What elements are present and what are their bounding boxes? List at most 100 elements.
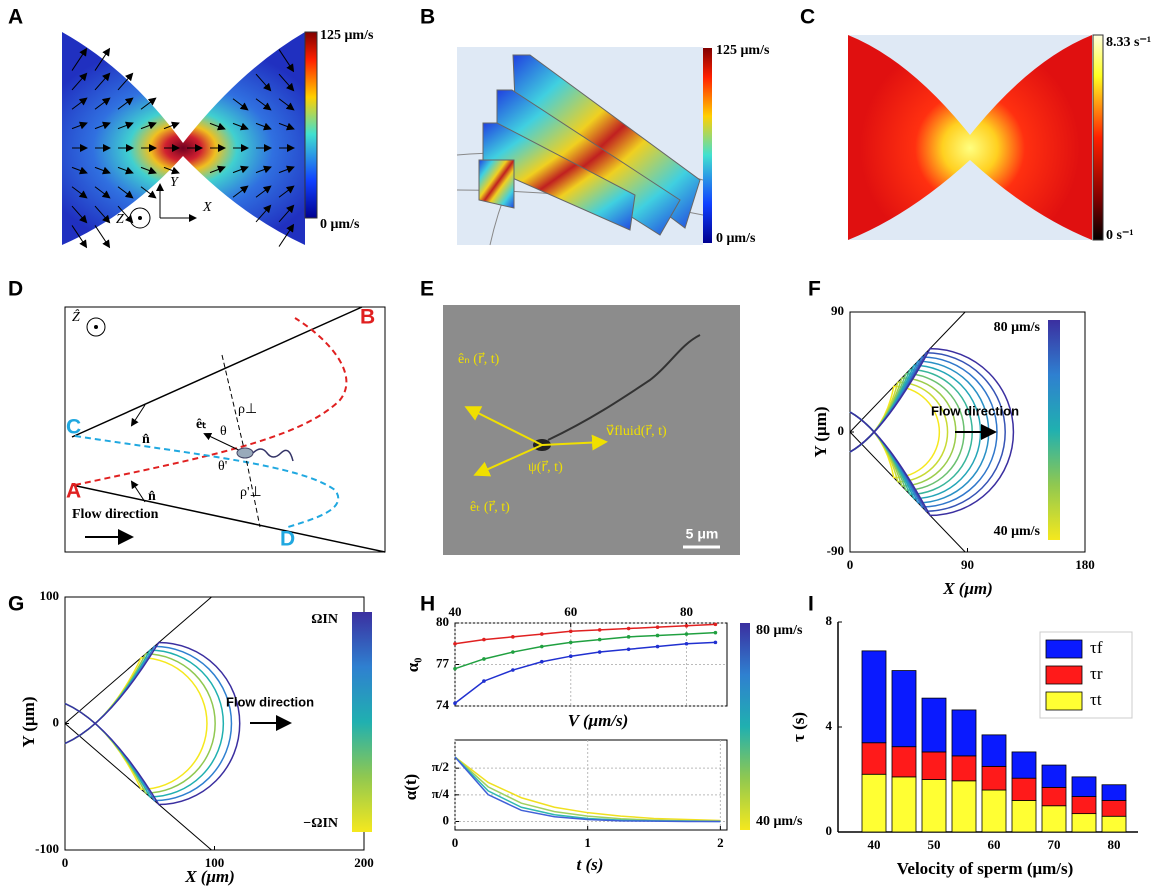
bar-segment [862,774,886,832]
x-tick-label: 2 [717,835,724,850]
point [453,667,457,671]
fluid-label: v⃗fluid(r⃗, t) [606,424,667,439]
panel-e: êₙ (r⃗, t) ψ(r⃗, t) v⃗fluid(r⃗, t) êₜ (r… [443,305,740,555]
y-tick-label: 90 [831,303,844,318]
point [627,635,631,639]
point [685,642,689,646]
colorbar-min: 0 μm/s [320,217,360,232]
bar-segment [1012,752,1036,778]
panel-b: 125 μm/s 0 μm/s [457,43,770,246]
bar-segment [1102,785,1126,801]
legend-swatch [1046,692,1082,710]
point [482,657,486,661]
point [511,650,515,654]
point [598,628,602,632]
panel-label: A [8,6,23,29]
x-tick-label: 180 [1075,557,1095,572]
annotation: Flow direction [931,403,1019,418]
x-tick-label: 0 [847,557,854,572]
legend-label: τt [1090,690,1102,709]
y-axis-label: τ (s) [789,712,808,742]
colorbar-label: 80 μm/s [756,623,803,638]
z-label: Ẑ [72,308,80,325]
colorbar [352,612,372,832]
normal-label: n̂ [148,489,156,504]
point-a: A [66,480,81,503]
point [540,645,544,649]
panel-label: F [808,278,821,301]
y-tick-label: -90 [827,543,844,558]
y-tick-label: 0 [838,423,845,438]
axis-y: Y [170,175,180,190]
x-tick-label: 90 [961,557,974,572]
x-tick-label: 200 [354,855,374,870]
point [511,635,515,639]
bar-segment [922,780,946,833]
y-tick-label: π/2 [432,759,449,774]
colorbar [1048,320,1060,540]
y-tick-label: 100 [40,588,60,603]
x-tick-label: 60 [564,604,577,619]
point [627,627,631,631]
bar-segment [1012,801,1036,833]
y-tick-label: 0 [826,823,833,838]
point-c: C [66,416,81,439]
bar-segment [892,671,916,747]
bar-segment [892,777,916,832]
scale-label: 5 μm [686,526,719,542]
colorbar-min: 0 s⁻¹ [1106,228,1134,243]
bar-segment [952,781,976,832]
bar-segment [952,710,976,756]
panel-label: E [420,278,434,301]
point [714,623,718,627]
colorbar [1093,35,1103,240]
point [714,631,718,635]
colorbar [740,623,750,830]
panel-label: D [8,278,23,301]
bar-segment [952,756,976,781]
theta-prime: θ' [218,459,227,474]
x-tick-label: 0 [62,855,69,870]
micrograph [443,305,740,555]
bar-segment [862,743,886,775]
bar-segment [862,651,886,743]
y-tick-label: 4 [826,718,833,733]
normal-label: n̂ [142,432,150,447]
point [511,668,515,672]
annotation: Flow direction [226,694,314,709]
z-dot [94,325,98,329]
point-b: B [360,306,375,329]
colorbar-label: 40 μm/s [756,814,803,829]
y-axis-label: α(t) [401,774,420,800]
x-axis-label: X (μm) [942,579,993,598]
point [569,641,573,645]
point [569,630,573,634]
point [685,632,689,636]
legend-label: τf [1090,638,1103,657]
bar-segment [1072,814,1096,832]
z-dot [138,216,142,220]
panel-d: Ẑ B C A D n̂ n̂ êₜ θ θ' ρ⊥ ρ'⊥ Flow dire… [65,306,385,552]
point [482,638,486,642]
bar-segment [1102,816,1126,832]
bar-segment [982,766,1006,790]
x-tick-label: 60 [988,837,1001,852]
angle-label: ψ(r⃗, t) [528,460,563,475]
point [656,645,660,649]
chart: 0π/4π/2012t (s)α(t) [401,740,727,874]
point [540,660,544,664]
bar-segment [922,698,946,752]
legend-label: τr [1090,664,1103,683]
bar-segment [1042,806,1066,832]
x-tick-label: 70 [1048,837,1061,852]
panel-label: C [800,6,815,29]
x-tick-label: 1 [584,835,591,850]
flow-label: Flow direction [72,507,159,522]
panel-label: G [8,593,24,616]
bar-segment [1042,787,1066,805]
axis-x: X [202,200,212,215]
panel-label: I [808,593,814,616]
bar-segment [922,752,946,780]
panel-c: 8.33 s⁻¹ 0 s⁻¹ [848,35,1151,243]
